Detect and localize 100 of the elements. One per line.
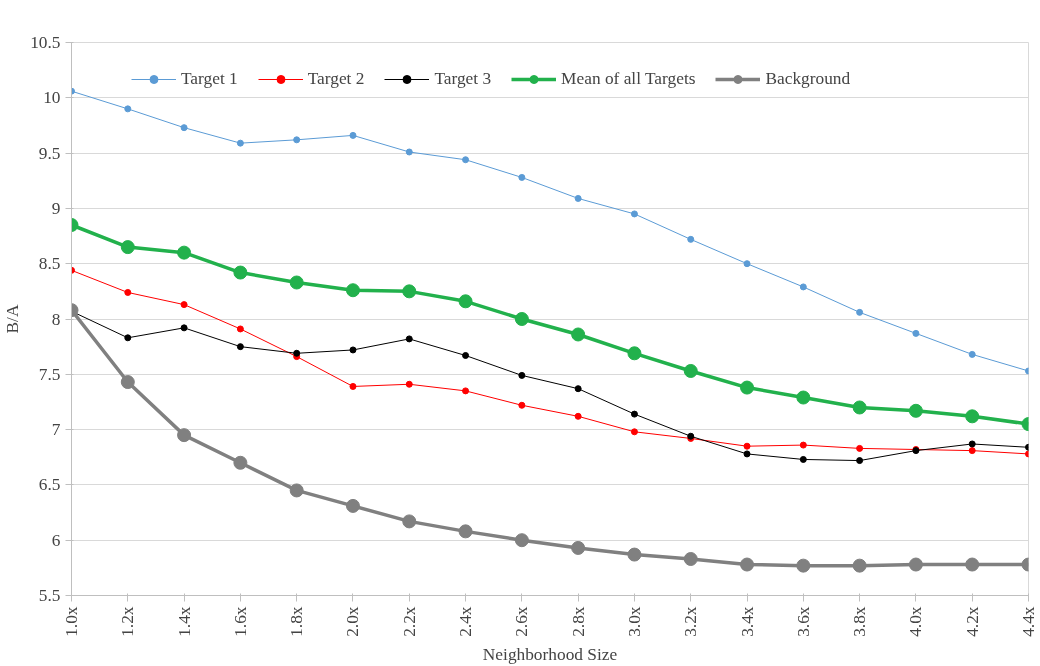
y-tick-label: 10 (43, 88, 61, 108)
point (462, 387, 470, 395)
y-tick-label: 10.5 (30, 33, 61, 52)
point (289, 483, 304, 498)
y-tick-label: 5.5 (38, 586, 61, 605)
point (743, 450, 751, 458)
point (571, 540, 586, 555)
point (912, 329, 920, 337)
point (349, 346, 357, 354)
point (349, 131, 357, 139)
y-axis-title: B/A (3, 304, 23, 334)
point (345, 283, 360, 298)
point (518, 401, 526, 409)
y-tick-label: 9.5 (38, 143, 61, 163)
point (293, 136, 301, 144)
point (856, 444, 864, 452)
point (740, 557, 755, 572)
point (458, 524, 473, 539)
legend-label: Background (765, 69, 851, 89)
point (965, 409, 980, 424)
point (458, 294, 473, 309)
point (236, 139, 244, 147)
x-tick-label: 3.0x (624, 606, 644, 637)
point (856, 308, 864, 316)
point (124, 105, 132, 113)
point (405, 335, 413, 343)
point (518, 173, 526, 181)
point (856, 457, 864, 465)
point (908, 403, 923, 418)
point (289, 275, 304, 290)
point (852, 558, 867, 573)
point (630, 410, 638, 418)
x-tick-label: 4.2x (962, 606, 982, 637)
x-axis-title: Neighborhood Size (482, 644, 618, 664)
point (687, 235, 695, 243)
point (799, 441, 807, 449)
point (571, 327, 586, 342)
point (462, 352, 470, 359)
x-tick-label: 2.4x (456, 606, 476, 637)
point (743, 260, 751, 268)
point (743, 442, 751, 450)
legend-label: Mean of all Targets (561, 69, 696, 89)
point (293, 349, 301, 357)
x-tick-label: 4.0x (906, 606, 926, 637)
point (177, 245, 192, 260)
point (968, 350, 976, 358)
point (518, 371, 526, 379)
point (799, 455, 807, 463)
x-tick-label: 1.4x (174, 606, 194, 637)
x-tick-label: 1.0x (62, 606, 81, 637)
point (402, 514, 417, 529)
y-tick-label: 8.5 (38, 254, 61, 274)
point (796, 558, 811, 573)
x-tick-label: 3.2x (681, 606, 701, 637)
point (799, 283, 807, 291)
point (852, 400, 867, 415)
x-tick-label: 3.6x (793, 606, 813, 637)
x-tick-label: 1.8x (287, 606, 307, 637)
point (514, 533, 529, 548)
x-tick-label: 4.4x (1019, 606, 1038, 637)
point (177, 428, 192, 443)
x-tick-label: 1.6x (230, 606, 250, 637)
point (462, 156, 470, 164)
y-tick-label: 7 (51, 420, 61, 440)
x-tick-label: 1.2x (118, 606, 138, 637)
x-tick-label: 2.6x (512, 606, 532, 637)
point (124, 334, 132, 342)
point (796, 390, 811, 405)
point (630, 428, 638, 436)
y-tick-label: 7.5 (38, 364, 61, 384)
point (120, 375, 135, 390)
point (740, 380, 755, 395)
point (627, 547, 642, 562)
point (180, 324, 188, 332)
legend-label: Target 2 (307, 69, 365, 89)
point (627, 346, 642, 361)
point (233, 455, 248, 470)
point (120, 240, 135, 255)
point (233, 265, 248, 280)
point (405, 148, 413, 156)
point (574, 412, 582, 420)
point (180, 124, 188, 132)
point (402, 284, 417, 299)
point (574, 385, 582, 393)
point (965, 557, 980, 572)
point (683, 552, 698, 566)
x-tick-label: 2.2x (399, 606, 419, 637)
x-tick-label: 3.8x (850, 606, 870, 637)
point (683, 363, 698, 378)
point (349, 382, 357, 390)
point (514, 312, 529, 326)
point (574, 194, 582, 202)
y-tick-label: 6 (51, 530, 61, 550)
point (968, 440, 976, 448)
legend-label: Target 3 (434, 69, 492, 89)
point (345, 498, 360, 513)
point (236, 343, 244, 351)
point (630, 210, 638, 218)
y-tick-label: 9 (51, 198, 61, 218)
legend-label: Target 1 (181, 69, 238, 89)
